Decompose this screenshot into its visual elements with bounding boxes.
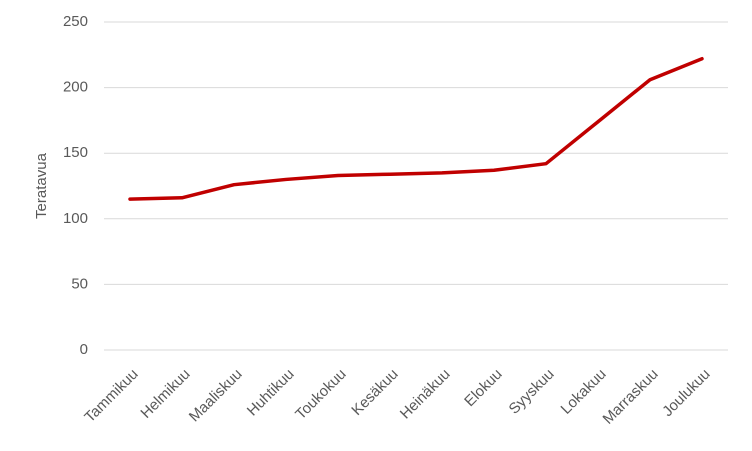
x-tick-label: Tammikuu: [81, 366, 141, 426]
x-tick-label: Elokuu: [461, 366, 505, 410]
x-tick-label: Kesäkuu: [348, 366, 401, 419]
y-tick-label: 150: [63, 144, 88, 161]
y-tick-label: 200: [63, 79, 88, 96]
x-tick-label: Lokakuu: [558, 366, 610, 418]
x-tick-label: Maaliskuu: [186, 366, 246, 426]
x-tick-label: Huhtikuu: [244, 366, 298, 420]
y-tick-label: 250: [63, 13, 88, 30]
y-axis-label: Teratavua: [33, 152, 50, 219]
x-tick-label: Toukokuu: [292, 366, 349, 423]
x-tick-label: Heinäkuu: [397, 366, 454, 423]
line-series: [128, 56, 704, 201]
y-tick-label: 0: [80, 341, 88, 358]
y-tick-label: 100: [63, 210, 88, 227]
x-tick-label: Marraskuu: [600, 366, 662, 428]
y-tick-label: 50: [71, 275, 88, 292]
x-tick-label: Syyskuu: [506, 366, 558, 418]
x-tick-label: Joulukuu: [659, 366, 713, 420]
